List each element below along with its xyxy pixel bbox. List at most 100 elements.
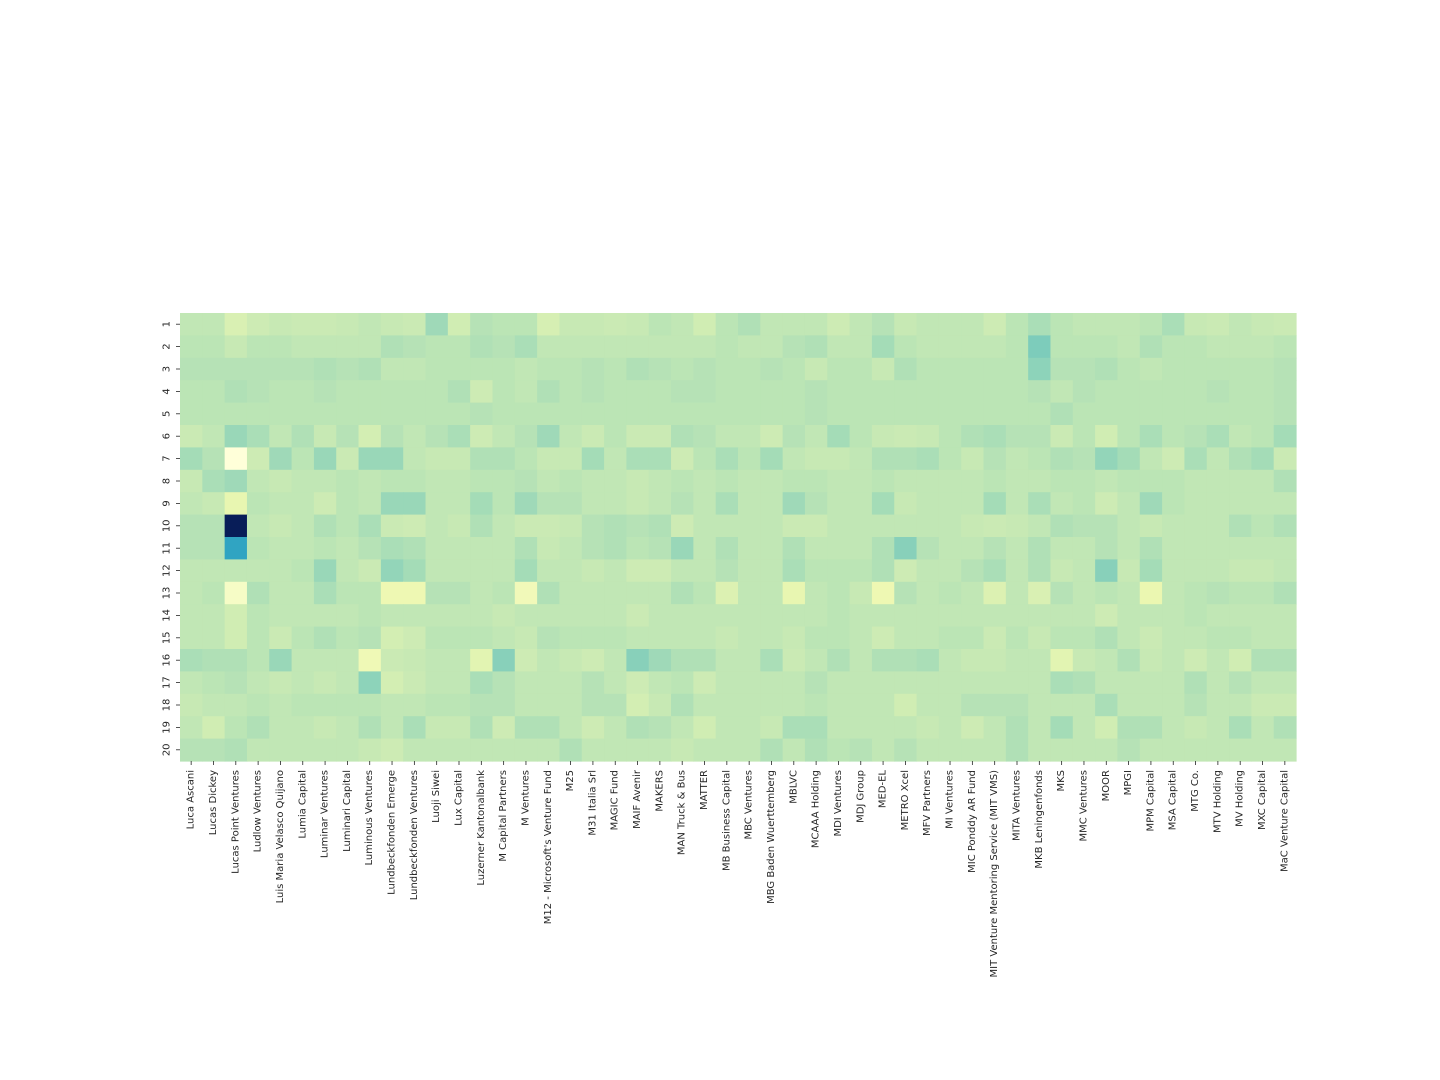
heatmap-cell bbox=[514, 402, 538, 426]
heatmap-cell bbox=[916, 671, 940, 695]
heatmap-cell bbox=[492, 313, 516, 336]
heatmap-cell bbox=[1117, 514, 1141, 538]
heatmap-cell bbox=[1251, 693, 1275, 717]
heatmap-cell bbox=[671, 447, 694, 471]
heatmap-cell bbox=[1229, 380, 1252, 404]
heatmap-cell bbox=[983, 581, 1007, 605]
heatmap-cell bbox=[1005, 716, 1029, 740]
heatmap-cell bbox=[1050, 671, 1074, 695]
heatmap-cell bbox=[916, 380, 940, 404]
heatmap-cell bbox=[804, 537, 828, 560]
heatmap-cell bbox=[671, 693, 694, 717]
heatmap-cell bbox=[804, 492, 828, 516]
heatmap-cell bbox=[648, 738, 672, 762]
heatmap-cell bbox=[1072, 671, 1096, 695]
heatmap-cell bbox=[715, 313, 739, 336]
heatmap-cell bbox=[1273, 604, 1297, 628]
heatmap-cell bbox=[626, 447, 650, 471]
heatmap-cell bbox=[961, 335, 985, 359]
heatmap-cell bbox=[1229, 649, 1252, 672]
heatmap-cell bbox=[180, 469, 203, 493]
heatmap-cell bbox=[1251, 649, 1275, 672]
heatmap-cell bbox=[871, 559, 895, 583]
heatmap-cell bbox=[760, 581, 784, 605]
heatmap-cell bbox=[894, 738, 918, 762]
heatmap-cell bbox=[246, 357, 270, 381]
heatmap-cell bbox=[380, 649, 404, 672]
heatmap-cell bbox=[894, 649, 918, 672]
x-tick-label: MXC Capital bbox=[1257, 770, 1268, 830]
heatmap-cell bbox=[604, 425, 627, 448]
heatmap-cell bbox=[246, 447, 270, 471]
heatmap-cell bbox=[559, 738, 583, 762]
heatmap-cell bbox=[782, 447, 806, 471]
heatmap-cell bbox=[447, 402, 471, 426]
heatmap-cell bbox=[246, 335, 270, 359]
heatmap-cell bbox=[180, 402, 203, 426]
heatmap-cell bbox=[269, 716, 293, 740]
y-tick-label: 4 bbox=[162, 388, 173, 394]
heatmap-cell bbox=[492, 671, 516, 695]
heatmap-cell bbox=[693, 738, 717, 762]
heatmap-cell bbox=[715, 357, 739, 381]
heatmap-cell bbox=[1117, 492, 1141, 516]
heatmap-cell bbox=[313, 335, 337, 359]
heatmap-cell bbox=[202, 492, 226, 516]
heatmap-cell bbox=[1229, 559, 1252, 583]
heatmap-cell bbox=[1273, 537, 1297, 560]
heatmap-cell bbox=[1273, 425, 1297, 448]
heatmap-cell bbox=[1028, 537, 1052, 560]
heatmap-cell bbox=[336, 738, 360, 762]
heatmap-cell bbox=[738, 649, 761, 672]
heatmap-cell bbox=[626, 402, 650, 426]
heatmap-cell bbox=[1273, 581, 1297, 605]
heatmap-cell bbox=[470, 671, 494, 695]
heatmap-cell bbox=[559, 313, 583, 336]
heatmap-cell bbox=[849, 402, 873, 426]
heatmap-cell bbox=[626, 357, 650, 381]
heatmap-cell bbox=[425, 604, 449, 628]
heatmap-cell bbox=[380, 693, 404, 717]
heatmap-cell bbox=[1251, 492, 1275, 516]
heatmap-cell bbox=[1028, 693, 1052, 717]
heatmap-cell bbox=[1162, 469, 1185, 493]
heatmap-cell bbox=[492, 581, 516, 605]
heatmap-cell bbox=[782, 626, 806, 650]
heatmap-cell bbox=[1117, 671, 1141, 695]
heatmap-cell bbox=[626, 738, 650, 762]
heatmap-cell bbox=[1095, 357, 1119, 381]
heatmap-cell bbox=[715, 716, 739, 740]
y-tick-label: 14 bbox=[162, 609, 173, 622]
heatmap-cell bbox=[537, 447, 561, 471]
heatmap-cell bbox=[492, 559, 516, 583]
heatmap-cell bbox=[180, 671, 203, 695]
y-tick-label: 11 bbox=[162, 542, 173, 555]
heatmap-cell bbox=[1273, 738, 1297, 762]
y-tick-label: 18 bbox=[162, 699, 173, 712]
heatmap-cell bbox=[1028, 559, 1052, 583]
heatmap-cell bbox=[1162, 402, 1185, 426]
heatmap-cell bbox=[760, 492, 784, 516]
heatmap-cell bbox=[738, 693, 761, 717]
heatmap-cell bbox=[1005, 626, 1029, 650]
x-tick-label: MTG Co. bbox=[1190, 770, 1201, 812]
heatmap-cell bbox=[403, 581, 427, 605]
heatmap-cell bbox=[425, 537, 449, 560]
heatmap-cell bbox=[938, 335, 962, 359]
heatmap-cell bbox=[470, 402, 494, 426]
heatmap-cell bbox=[871, 693, 895, 717]
heatmap-cell bbox=[1251, 559, 1275, 583]
heatmap-cell bbox=[291, 738, 315, 762]
heatmap-cell bbox=[671, 335, 694, 359]
heatmap-cell bbox=[849, 671, 873, 695]
heatmap-cell bbox=[358, 335, 382, 359]
heatmap-cell bbox=[693, 313, 717, 336]
heatmap-cell bbox=[738, 514, 761, 538]
heatmap-cell bbox=[604, 537, 627, 560]
heatmap-cell bbox=[581, 626, 605, 650]
heatmap-cell bbox=[537, 335, 561, 359]
heatmap-cell bbox=[760, 469, 784, 493]
heatmap-cell bbox=[1005, 313, 1029, 336]
heatmap-cell bbox=[804, 313, 828, 336]
